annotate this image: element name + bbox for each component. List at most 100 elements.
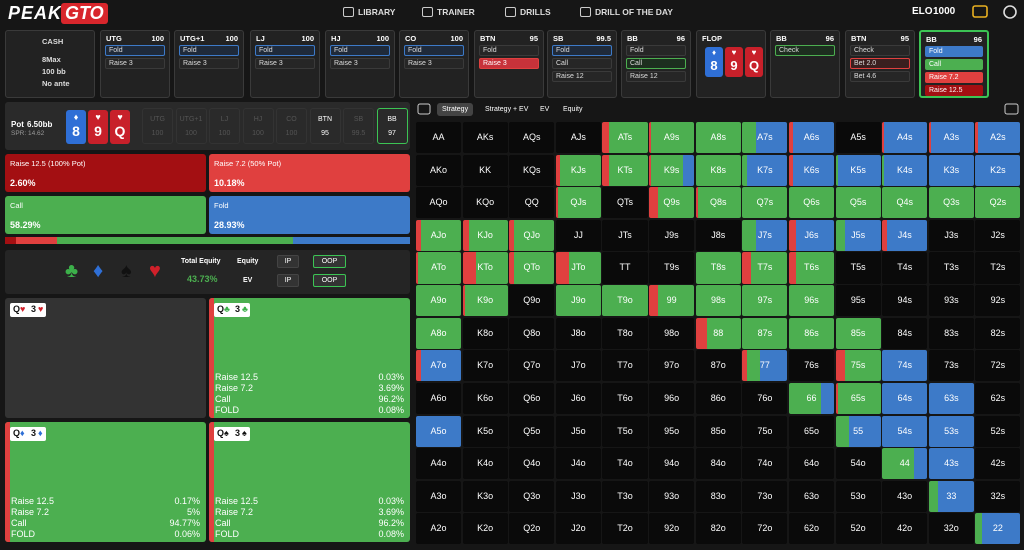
hand-cell[interactable]: 42s	[975, 448, 1021, 480]
hand-cell[interactable]: 96s	[788, 285, 835, 317]
action-option[interactable]: Raise 12	[626, 71, 686, 82]
hand-cell[interactable]: J4o	[555, 448, 601, 480]
seat[interactable]: LJ 100	[209, 108, 240, 144]
hand-cell[interactable]: A7o	[416, 350, 462, 382]
suit-filter[interactable]: ♦	[93, 260, 104, 282]
hand-cell[interactable]: 94s	[882, 285, 928, 317]
hand-cell[interactable]: A4s	[882, 122, 928, 154]
action-option[interactable]: Raise 3	[330, 58, 390, 69]
action-card[interactable]: BTN 95 Check Bet 2.0 Bet 4.6	[845, 30, 915, 98]
hand-cell[interactable]: J7o	[555, 350, 601, 382]
hand-cell[interactable]: A6o	[416, 382, 462, 415]
hand-cell[interactable]: QJs	[555, 187, 601, 219]
action-option[interactable]: Fold	[626, 45, 686, 56]
hand-cell[interactable]: T8o	[602, 317, 648, 349]
chat-icon[interactable]	[972, 5, 988, 18]
hand-cell[interactable]: Q9o	[509, 285, 555, 317]
hand-cell[interactable]: 52o	[835, 513, 881, 545]
hand-cell[interactable]: 75o	[742, 415, 788, 447]
hand-cell[interactable]: 42o	[882, 513, 928, 545]
action-option[interactable]: Check	[850, 45, 910, 56]
action-card[interactable]: BB 96 Fold Call Raise 12	[621, 30, 691, 98]
hand-cell[interactable]: A9s	[649, 122, 695, 154]
action-option[interactable]: Call	[626, 58, 686, 69]
hand-cell[interactable]: KJo	[462, 219, 508, 251]
action-card[interactable]: CO 100 Fold Raise 3	[399, 30, 469, 98]
hand-cell[interactable]: T7o	[602, 350, 648, 382]
suit-filter[interactable]: ♥	[149, 260, 161, 282]
hand-cell[interactable]: Q8o	[509, 317, 555, 349]
nav-icon[interactable]	[343, 7, 354, 17]
hand-cell[interactable]: 74s	[882, 350, 928, 382]
action-card[interactable]: BB 96 Check	[770, 30, 840, 98]
hand-cell[interactable]: 64s	[882, 382, 928, 415]
seat[interactable]: HJ 100	[242, 108, 274, 144]
hand-cell[interactable]: 55	[835, 415, 881, 447]
hand-cell[interactable]: AKo	[416, 154, 462, 186]
tab[interactable]: Strategy	[437, 103, 474, 116]
hand-cell[interactable]: 54o	[835, 448, 881, 480]
seat[interactable]: CO 100	[276, 108, 307, 144]
hand-cell[interactable]: A9o	[416, 285, 462, 317]
hand-cell[interactable]: JTo	[555, 252, 601, 284]
hand-cell[interactable]: 85s	[835, 317, 881, 349]
suit-filter[interactable]: ♠	[121, 260, 132, 282]
hand-cell[interactable]: J8o	[555, 317, 601, 349]
hand-cell[interactable]: KQo	[462, 187, 508, 219]
hand-cell[interactable]: A7s	[742, 122, 788, 154]
action-card[interactable]: FLOP ♦ 8 ♥ 9 ♥ Q	[696, 30, 766, 98]
hand-cell[interactable]: 44	[882, 448, 928, 480]
user-icon[interactable]	[1003, 5, 1017, 19]
hand-cell[interactable]: Q3o	[509, 480, 555, 512]
seat[interactable]: UTG 100	[142, 108, 173, 144]
hand-cell[interactable]: Q2s	[975, 187, 1021, 219]
hand-cell[interactable]: 32s	[975, 480, 1021, 512]
hand-cell[interactable]: 83s	[928, 317, 974, 349]
hand-cell[interactable]: 53o	[835, 480, 881, 512]
hand-cell[interactable]: T3s	[928, 252, 974, 284]
hand-cell[interactable]: A2o	[416, 513, 462, 545]
seat[interactable]: BB 97	[376, 108, 408, 144]
hand-cell[interactable]: K9o	[462, 285, 508, 317]
action-option[interactable]: Fold	[330, 45, 390, 56]
hand-cell[interactable]: 82o	[695, 513, 741, 545]
action-option[interactable]: Bet 2.0	[850, 58, 910, 69]
nav-icon[interactable]	[422, 7, 433, 17]
hand-cell[interactable]: Q2o	[509, 513, 555, 545]
action-card[interactable]: LJ 100 Fold Raise 3	[250, 30, 320, 98]
hand-cell[interactable]: A6s	[788, 122, 835, 154]
hand-cell[interactable]: Q6s	[788, 187, 835, 219]
hand-cell[interactable]: 72o	[742, 513, 788, 545]
hand-cell[interactable]: A3o	[416, 480, 462, 512]
hand-cell[interactable]: 82s	[975, 317, 1021, 349]
hand-cell[interactable]: J5o	[555, 415, 601, 447]
hand-cell[interactable]: Q5s	[835, 187, 881, 219]
hand-cell[interactable]: QTs	[602, 187, 648, 219]
hand-cell[interactable]: K7s	[742, 154, 788, 186]
hand-cell[interactable]: K3s	[928, 154, 974, 186]
seat[interactable]: SB 99.5	[343, 108, 374, 144]
hand-cell[interactable]: 74o	[742, 448, 788, 480]
hand-cell[interactable]: Q4s	[882, 187, 928, 219]
hand-cell[interactable]: Q3s	[928, 187, 974, 219]
hand-cell[interactable]: J3o	[555, 480, 601, 512]
hand-cell[interactable]: A3s	[928, 122, 974, 154]
hand-cell[interactable]: J4s	[882, 219, 928, 251]
action-option[interactable]: Raise 3	[404, 58, 464, 69]
hand-cell[interactable]: A4o	[416, 448, 462, 480]
hand-cell[interactable]: 63o	[788, 480, 835, 512]
action-option[interactable]: Raise 3	[179, 58, 239, 69]
hand-cell[interactable]: A8o	[416, 317, 462, 349]
nav-item[interactable]: TRAINER	[437, 7, 475, 17]
strategy-box[interactable]: Fold 28.93%	[209, 196, 410, 234]
hand-cell[interactable]: AKs	[462, 122, 508, 154]
action-option[interactable]: Call	[552, 58, 612, 69]
hand-cell[interactable]: T6o	[602, 382, 648, 415]
hand-cell[interactable]: QQ	[509, 187, 555, 219]
hand-cell[interactable]: KTs	[602, 154, 648, 186]
hand-cell[interactable]: 76o	[742, 382, 788, 415]
hand-cell[interactable]: Q6o	[509, 382, 555, 415]
hand-cell[interactable]: Q4o	[509, 448, 555, 480]
hand-cell[interactable]: A8s	[695, 122, 741, 154]
hand-cell[interactable]: 22	[975, 513, 1021, 545]
